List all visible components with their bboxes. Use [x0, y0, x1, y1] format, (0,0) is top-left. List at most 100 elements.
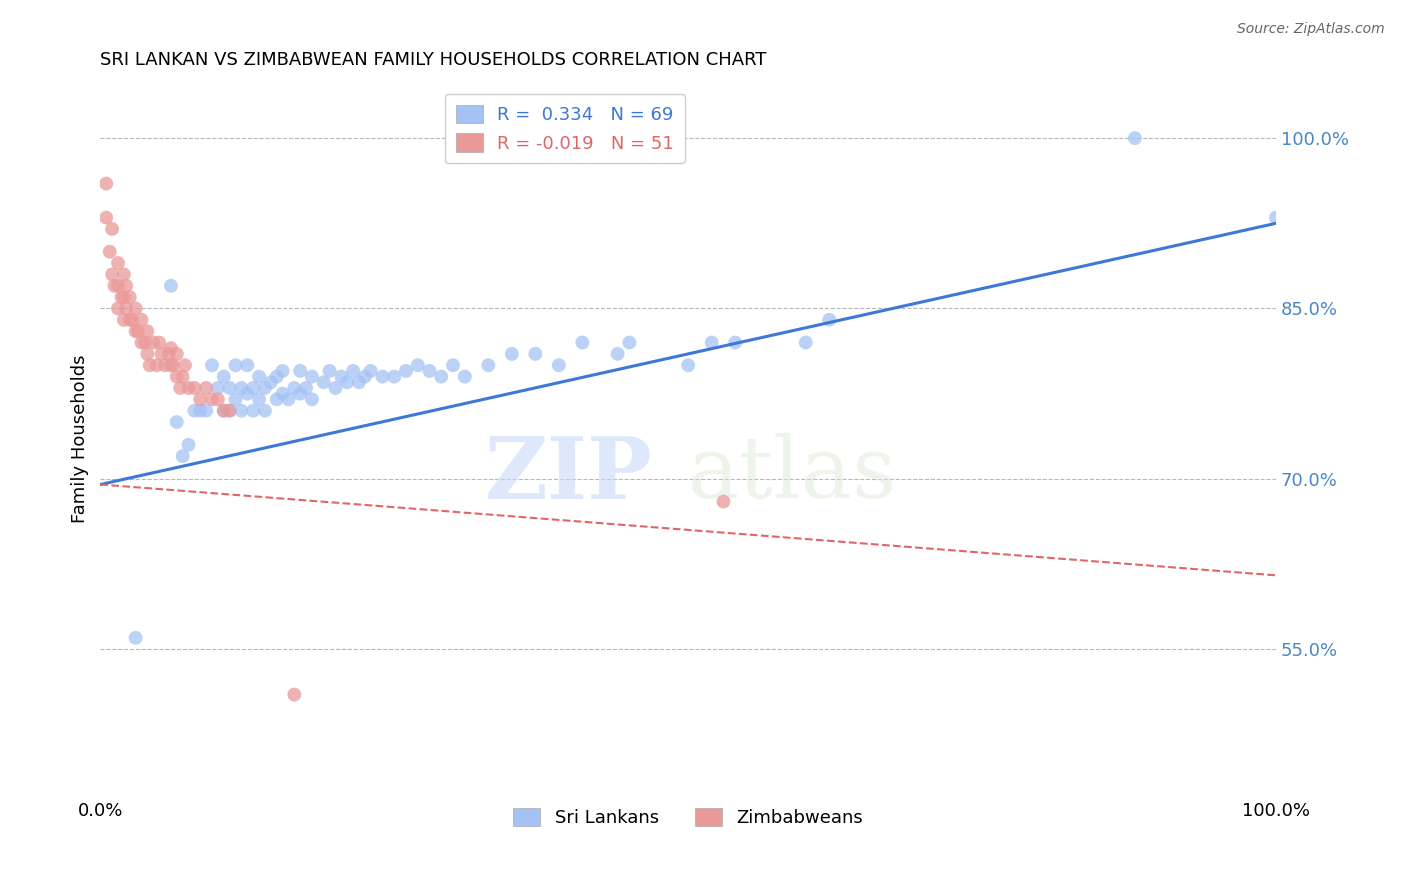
Point	[354, 369, 377, 384]
Point	[225, 392, 247, 407]
Point	[430, 369, 453, 384]
Point	[406, 358, 429, 372]
Point	[242, 381, 264, 395]
Point	[454, 369, 477, 384]
Point	[295, 381, 318, 395]
Point	[242, 403, 264, 417]
Point	[124, 631, 146, 645]
Point	[127, 324, 149, 338]
Point	[218, 403, 240, 417]
Point	[96, 211, 118, 225]
Point	[212, 403, 235, 417]
Point	[1265, 211, 1288, 225]
Point	[360, 364, 382, 378]
Point	[118, 313, 141, 327]
Point	[101, 268, 124, 282]
Point	[195, 381, 218, 395]
Point	[166, 347, 188, 361]
Point	[142, 335, 165, 350]
Point	[131, 335, 153, 350]
Point	[98, 244, 121, 259]
Point	[290, 386, 312, 401]
Text: SRI LANKAN VS ZIMBABWEAN FAMILY HOUSEHOLDS CORRELATION CHART: SRI LANKAN VS ZIMBABWEAN FAMILY HOUSEHOL…	[100, 51, 766, 69]
Point	[103, 278, 125, 293]
Point	[162, 358, 184, 372]
Point	[325, 381, 347, 395]
Point	[347, 376, 370, 390]
Point	[225, 358, 247, 372]
Point	[188, 403, 211, 417]
Point	[107, 256, 129, 270]
Point	[121, 313, 143, 327]
Point	[172, 369, 194, 384]
Point	[112, 313, 135, 327]
Point	[134, 335, 156, 350]
Point	[336, 376, 359, 390]
Point	[183, 381, 205, 395]
Point	[218, 403, 240, 417]
Point	[713, 494, 735, 508]
Point	[115, 278, 138, 293]
Point	[418, 364, 440, 378]
Point	[290, 364, 312, 378]
Point	[382, 369, 405, 384]
Point	[700, 335, 723, 350]
Point	[188, 392, 211, 407]
Point	[160, 358, 183, 372]
Point	[266, 392, 288, 407]
Point	[318, 364, 340, 378]
Point	[174, 358, 197, 372]
Point	[136, 347, 159, 361]
Point	[247, 369, 270, 384]
Point	[253, 381, 276, 395]
Point	[247, 392, 270, 407]
Point	[148, 335, 170, 350]
Point	[96, 177, 118, 191]
Point	[283, 381, 305, 395]
Point	[236, 358, 259, 372]
Point	[253, 403, 276, 417]
Point	[138, 358, 160, 372]
Y-axis label: Family Households: Family Households	[72, 355, 89, 524]
Point	[547, 358, 569, 372]
Legend: Sri Lankans, Zimbabweans: Sri Lankans, Zimbabweans	[506, 800, 870, 834]
Point	[266, 369, 288, 384]
Point	[441, 358, 464, 372]
Text: atlas: atlas	[688, 434, 897, 516]
Point	[271, 364, 294, 378]
Point	[146, 358, 169, 372]
Point	[260, 376, 283, 390]
Point	[207, 381, 229, 395]
Point	[231, 381, 253, 395]
Point	[131, 313, 153, 327]
Point	[724, 335, 747, 350]
Point	[153, 358, 176, 372]
Text: Source: ZipAtlas.com: Source: ZipAtlas.com	[1237, 22, 1385, 37]
Point	[218, 381, 240, 395]
Point	[794, 335, 817, 350]
Point	[166, 369, 188, 384]
Point	[166, 415, 188, 429]
Point	[195, 403, 218, 417]
Point	[124, 324, 146, 338]
Point	[101, 222, 124, 236]
Point	[301, 369, 323, 384]
Point	[271, 386, 294, 401]
Point	[212, 403, 235, 417]
Point	[124, 301, 146, 316]
Point	[312, 376, 335, 390]
Point	[183, 403, 205, 417]
Point	[676, 358, 699, 372]
Point	[136, 324, 159, 338]
Point	[571, 335, 593, 350]
Point	[477, 358, 499, 372]
Point	[169, 381, 191, 395]
Point	[115, 301, 138, 316]
Point	[160, 278, 183, 293]
Point	[112, 290, 135, 304]
Point	[501, 347, 523, 361]
Point	[107, 301, 129, 316]
Point	[1123, 131, 1146, 145]
Point	[118, 290, 141, 304]
Point	[160, 341, 183, 355]
